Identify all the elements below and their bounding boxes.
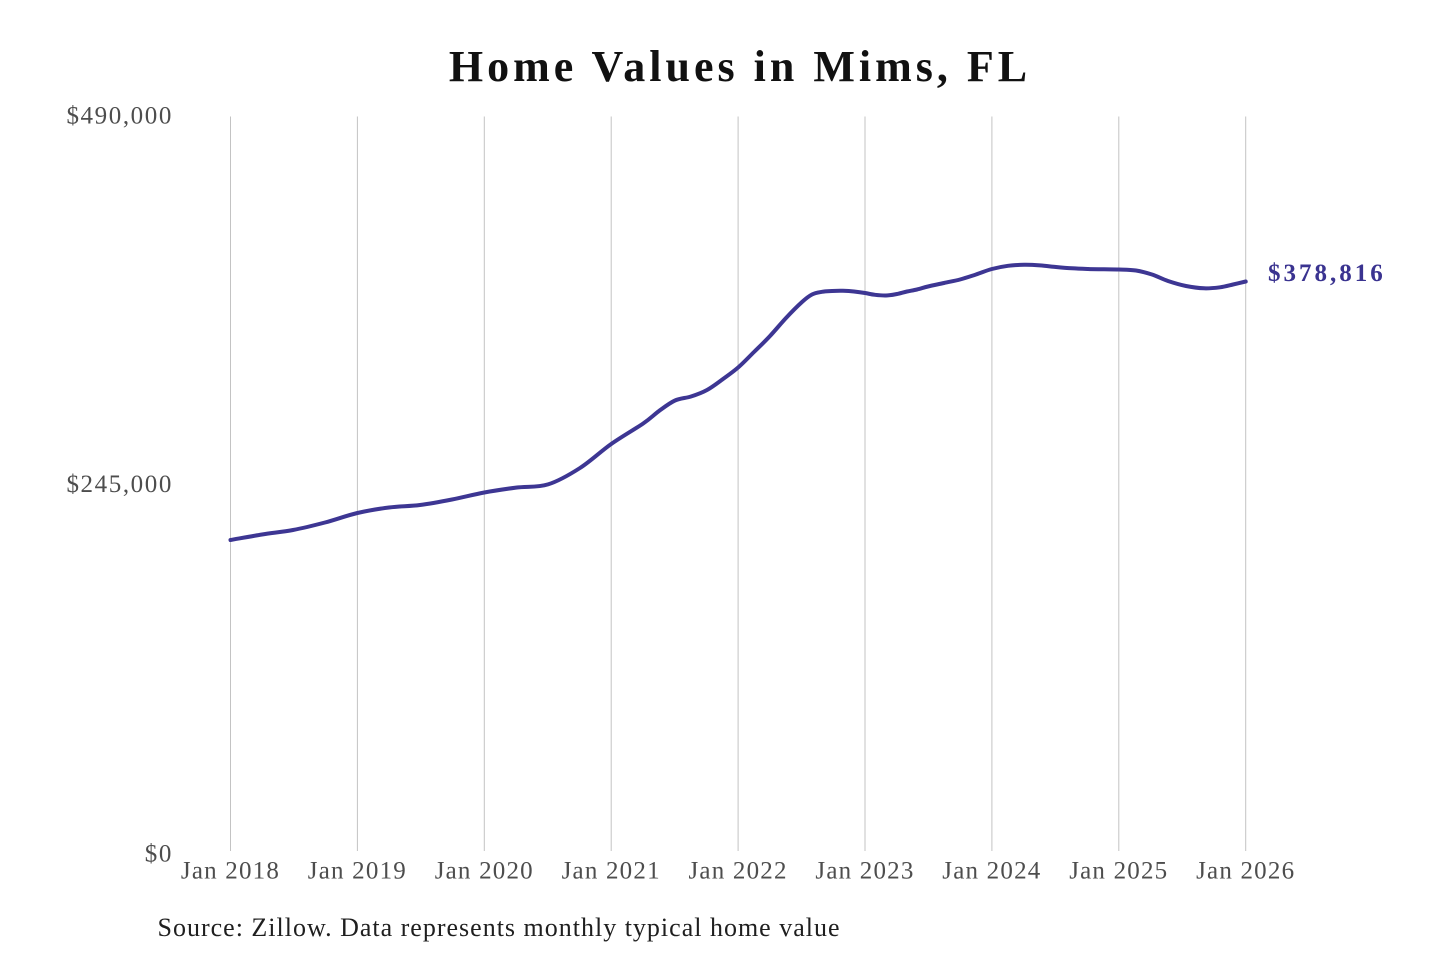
svg-text:Source: Zillow. Data represent: Source: Zillow. Data represents monthly …: [158, 913, 841, 942]
svg-text:Jan 2020: Jan 2020: [435, 858, 534, 885]
svg-text:Jan 2026: Jan 2026: [1196, 858, 1295, 885]
svg-text:$490,000: $490,000: [66, 103, 173, 130]
svg-text:Jan 2025: Jan 2025: [1069, 858, 1168, 885]
svg-text:$245,000: $245,000: [66, 471, 173, 498]
svg-text:Jan 2019: Jan 2019: [308, 858, 407, 885]
svg-text:Jan 2024: Jan 2024: [942, 858, 1041, 885]
svg-text:Home Values in Mims, FL: Home Values in Mims, FL: [449, 42, 1031, 91]
svg-text:Jan 2021: Jan 2021: [562, 858, 661, 885]
svg-text:$378,816: $378,816: [1268, 260, 1386, 287]
svg-text:Jan 2018: Jan 2018: [181, 858, 280, 885]
svg-text:Jan 2022: Jan 2022: [689, 858, 788, 885]
svg-text:$0: $0: [145, 841, 173, 868]
svg-text:Jan 2023: Jan 2023: [815, 858, 914, 885]
